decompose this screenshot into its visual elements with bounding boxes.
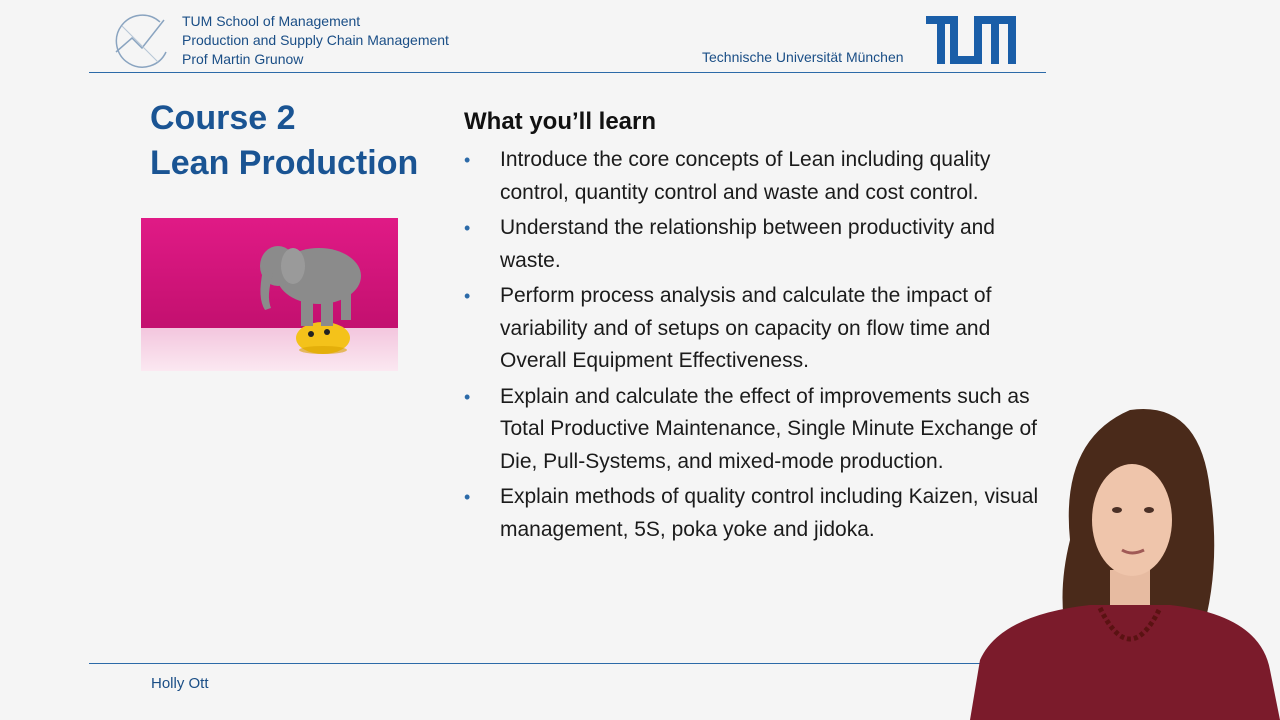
footer-divider [89, 663, 1046, 664]
presenter-video [970, 409, 1280, 720]
university-name: Technische Universität München [702, 49, 904, 65]
course-title: Course 2 Lean Production [150, 96, 418, 186]
bullet-icon: • [464, 218, 471, 238]
list-item: • Introduce the core concepts of Lean in… [464, 144, 1044, 209]
tum-logo [926, 16, 1016, 64]
elephant-on-ball-image [141, 218, 398, 371]
school-line-2: Production and Supply Chain Management [182, 32, 449, 48]
bullet-icon: • [464, 286, 471, 306]
school-lines: TUM School of Management Production and … [182, 12, 449, 69]
bullet-icon: • [464, 487, 471, 507]
list-item-text: Perform process analysis and calculate t… [500, 284, 992, 372]
list-item-text: Explain and calculate the effect of impr… [500, 384, 1037, 473]
learn-list: • Introduce the core concepts of Lean in… [464, 144, 1044, 549]
presenter-name: Holly Ott [151, 675, 209, 692]
tum-curve-logo-icon [115, 14, 167, 68]
list-item-text: Introduce the core concepts of Lean incl… [500, 148, 991, 204]
list-item: • Perform process analysis and calculate… [464, 280, 1044, 378]
list-item-text: Explain methods of quality control inclu… [500, 485, 1039, 541]
list-item: • Explain methods of quality control inc… [464, 481, 1044, 546]
course-title-line-1: Course 2 [150, 99, 296, 137]
list-item: • Understand the relationship between pr… [464, 212, 1044, 277]
list-item-text: Understand the relationship between prod… [500, 216, 995, 272]
header-divider [89, 72, 1046, 73]
school-line-3: Prof Martin Grunow [182, 51, 304, 67]
bullet-icon: • [464, 150, 471, 170]
list-item: • Explain and calculate the effect of im… [464, 381, 1044, 479]
course-title-line-2: Lean Production [150, 144, 419, 182]
school-line-1: TUM School of Management [182, 13, 361, 29]
bullet-icon: • [464, 386, 471, 407]
learn-heading: What you’ll learn [464, 108, 657, 135]
